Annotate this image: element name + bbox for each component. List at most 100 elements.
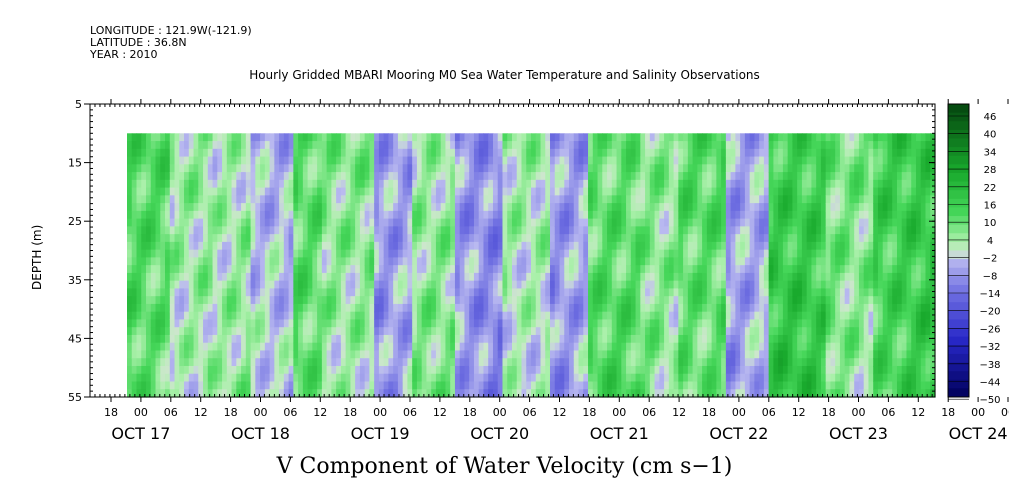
heatmap-cell xyxy=(716,187,722,196)
heatmap-cell xyxy=(697,381,703,390)
heatmap-cell xyxy=(692,334,698,344)
heatmap-cell xyxy=(193,280,199,290)
heatmap-cell xyxy=(649,272,656,282)
heatmap-cell xyxy=(749,272,755,282)
heatmap-cell xyxy=(787,358,794,367)
heatmap-cell xyxy=(607,257,613,266)
heatmap-cell xyxy=(782,249,789,258)
heatmap-cell xyxy=(174,179,180,189)
heatmap-cell xyxy=(521,179,527,189)
heatmap-cell xyxy=(279,280,285,290)
heatmap-cell xyxy=(673,234,679,243)
heatmap-cell xyxy=(473,296,480,305)
heatmap-cell xyxy=(431,179,437,189)
heatmap-cell xyxy=(754,203,760,212)
heatmap-cell xyxy=(635,389,641,398)
heatmap-cell xyxy=(526,148,532,158)
heatmap-cell xyxy=(554,257,561,266)
heatmap-cell xyxy=(687,172,694,181)
heatmap-cell xyxy=(222,365,228,375)
heatmap-cell xyxy=(203,210,209,220)
heatmap-cell xyxy=(412,148,418,158)
heatmap-cell xyxy=(407,226,413,235)
heatmap-cell xyxy=(602,203,608,212)
heatmap-cell xyxy=(816,187,822,196)
heatmap-cell xyxy=(374,179,380,189)
heatmap-cell xyxy=(778,203,784,212)
heatmap-cell xyxy=(497,319,504,328)
heatmap-cell xyxy=(279,389,285,398)
heatmap-cell xyxy=(146,365,152,375)
heatmap-cell xyxy=(459,234,466,243)
heatmap-cell xyxy=(241,327,247,336)
heatmap-cell xyxy=(497,358,504,367)
heatmap-cell xyxy=(131,265,138,274)
heatmap-cell xyxy=(801,272,808,282)
heatmap-cell xyxy=(754,334,760,344)
heatmap-cell xyxy=(141,241,147,251)
heatmap-cell xyxy=(740,249,746,258)
heatmap-cell xyxy=(136,288,142,297)
heatmap-cell xyxy=(198,327,204,336)
heatmap-cell xyxy=(264,148,271,158)
heatmap-cell xyxy=(283,358,290,367)
heatmap-cell xyxy=(203,358,209,367)
heatmap-cell xyxy=(511,203,518,212)
heatmap-cell xyxy=(521,327,527,336)
heatmap-cell xyxy=(241,272,247,282)
heatmap-cell xyxy=(735,311,741,321)
heatmap-cell xyxy=(773,195,779,204)
heatmap-cell xyxy=(155,156,161,165)
heatmap-cell xyxy=(792,195,798,204)
heatmap-cell xyxy=(497,156,504,165)
heatmap-cell xyxy=(559,234,565,243)
heatmap-cell xyxy=(559,296,565,305)
heatmap-cell xyxy=(649,296,656,305)
heatmap-cell xyxy=(811,133,817,142)
heatmap-cell xyxy=(397,389,404,398)
heatmap-cell xyxy=(749,311,755,321)
heatmap-cell xyxy=(326,342,332,352)
heatmap-cell xyxy=(260,296,266,305)
heatmap-cell xyxy=(331,389,337,398)
heatmap-cell xyxy=(236,257,242,266)
heatmap-cell xyxy=(203,327,209,336)
heatmap-cell xyxy=(383,234,390,243)
heatmap-cell xyxy=(250,381,256,390)
heatmap-cell xyxy=(702,179,708,189)
heatmap-cell xyxy=(146,156,152,165)
heatmap-cell xyxy=(326,303,332,313)
heatmap-cell xyxy=(307,218,313,227)
heatmap-cell xyxy=(678,141,684,150)
heatmap-cell xyxy=(550,249,556,258)
heatmap-cell xyxy=(502,249,508,258)
heatmap-cell xyxy=(450,195,456,204)
heatmap-cell xyxy=(535,288,542,297)
heatmap-cell xyxy=(226,156,233,165)
heatmap-cell xyxy=(331,272,337,282)
heatmap-cell xyxy=(816,172,822,181)
heatmap-cell xyxy=(516,280,523,290)
heatmap-cell xyxy=(787,257,794,266)
heatmap-cell xyxy=(269,334,275,344)
heatmap-cell xyxy=(473,381,480,390)
heatmap-cell xyxy=(735,296,741,305)
heatmap-cell xyxy=(602,148,608,158)
heatmap-cell xyxy=(725,334,732,344)
heatmap-cell xyxy=(616,133,622,142)
heatmap-cell xyxy=(678,226,684,235)
heatmap-cell xyxy=(193,179,199,189)
heatmap-cell xyxy=(165,280,171,290)
heatmap-cell xyxy=(260,148,266,158)
heatmap-cell xyxy=(583,148,589,158)
heatmap-cell xyxy=(540,358,546,367)
heatmap-cell xyxy=(502,164,508,173)
heatmap-cell xyxy=(407,303,413,313)
heatmap-cell xyxy=(374,148,380,158)
heatmap-cell xyxy=(431,280,437,290)
heatmap-cell xyxy=(820,141,827,150)
heatmap-cell xyxy=(141,350,147,359)
heatmap-cell xyxy=(744,172,751,181)
heatmap-cell xyxy=(645,234,651,243)
heatmap-cell xyxy=(630,195,637,204)
